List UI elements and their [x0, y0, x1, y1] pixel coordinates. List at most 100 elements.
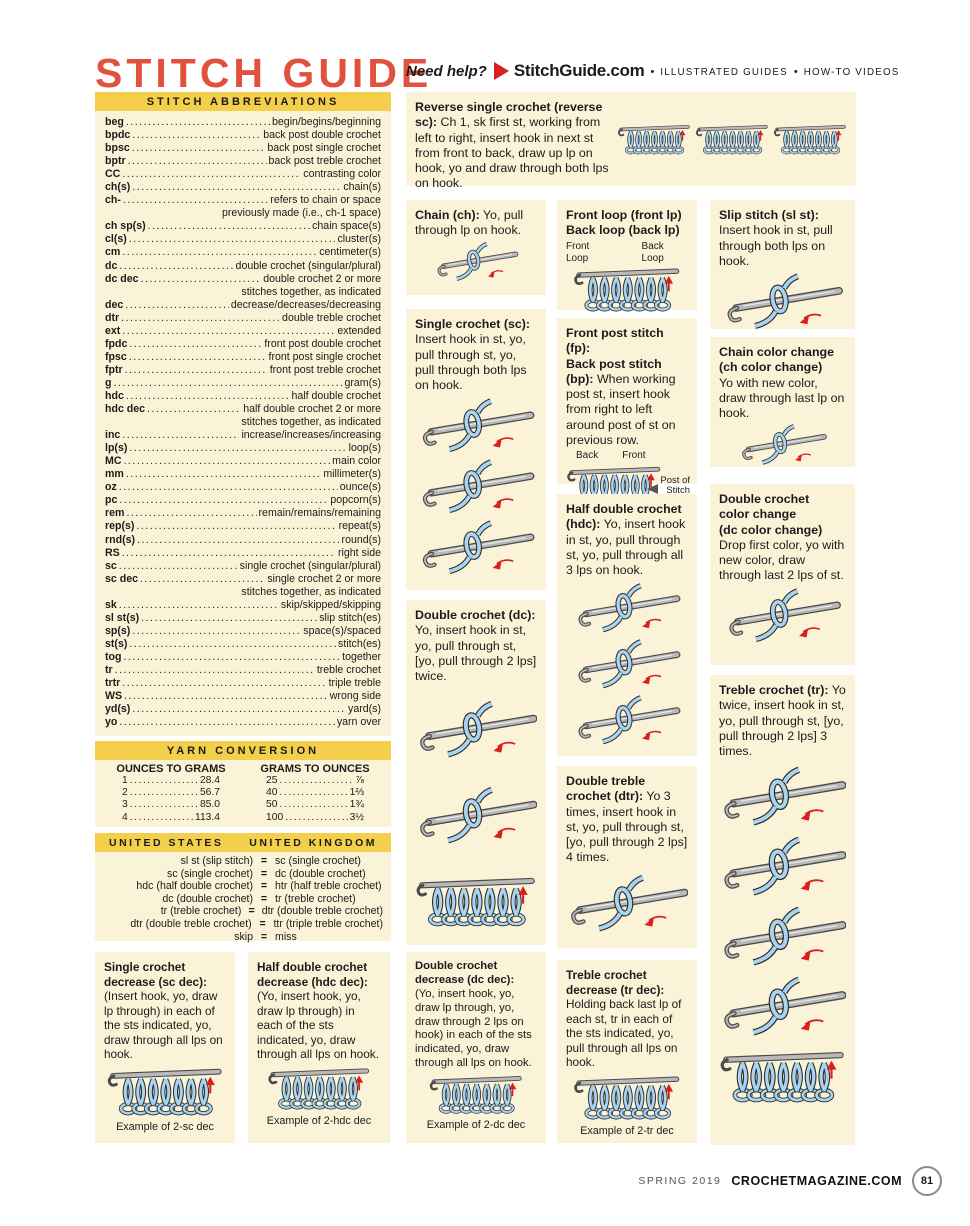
- dotted-leader: [122, 325, 335, 338]
- crochet-illustration: [415, 689, 537, 771]
- abbreviation-row: bpdc back post double crochet: [105, 129, 381, 142]
- abbreviation-term: MC: [105, 455, 122, 468]
- abbreviation-meaning: main color: [332, 455, 381, 468]
- example-caption: Example of 2-tr dec: [580, 1124, 674, 1137]
- abbreviation-term: bptr: [105, 155, 126, 168]
- abbreviation-row: mm millimeter(s): [105, 468, 381, 481]
- abbreviation-row: dec decrease/decreases/decreasing: [105, 299, 381, 312]
- box-title: Double crochet decrease (dc dec):: [415, 960, 515, 986]
- need-help-label: Need help?: [406, 62, 487, 80]
- conversion-to: 1¾: [349, 799, 364, 811]
- abbreviation-meaning: round(s): [341, 533, 381, 546]
- abbreviation-meaning: triple treble: [328, 677, 381, 690]
- crochet-illustration: [719, 423, 846, 467]
- grams-to-ounces-column: GRAMS TO OUNCES 25 ⅞ 40 1⅔ 50 1¾ 100 3½: [256, 763, 374, 824]
- crochet-illustration: [617, 100, 691, 178]
- abbreviation-meaning-cont: stitches together, as indicated: [241, 416, 381, 429]
- abbreviation-term: beg: [105, 116, 124, 128]
- abbreviation-row: bptr back post treble crochet: [105, 155, 381, 168]
- crochet-illustration: [566, 694, 688, 747]
- dotted-leader: [115, 664, 315, 677]
- conversion-to: ⅞: [355, 775, 364, 786]
- us-uk-row: sl st (slip stitch) = sc (single crochet): [103, 855, 383, 868]
- example-caption: Example of 2-hdc dec: [266, 1114, 372, 1127]
- conversion-from: 3: [122, 799, 128, 811]
- conversion-to: 113.4: [194, 811, 220, 823]
- box-title: Treble crochet (tr):: [719, 683, 829, 697]
- chain-color-change-box: Chain color change (ch color change) Yo …: [710, 337, 855, 467]
- crochet-illustration: [695, 100, 769, 178]
- back-label: Back: [576, 450, 599, 461]
- dotted-leader: [141, 612, 317, 625]
- us-term: tr (treble crochet): [160, 905, 242, 918]
- uk-term: ttr (triple treble crochet): [273, 917, 383, 930]
- box-body: (Yo, insert hook, yo, draw lp through) i…: [257, 989, 379, 1061]
- abbreviation-meaning: begin/begins/beginning: [272, 116, 381, 128]
- abbreviation-meaning: decrease/decreases/decreasing: [230, 298, 381, 311]
- dotted-leader: [129, 442, 346, 455]
- dotted-leader: [125, 299, 229, 312]
- abbreviation-row: MC main color: [105, 455, 381, 468]
- abbreviation-term: sc: [105, 559, 117, 572]
- conversion-to: 85.0: [199, 799, 220, 811]
- box-body: Yo, insert hook in st, yo, pull through …: [566, 517, 686, 577]
- dotted-leader: [132, 142, 266, 155]
- box-title: color change: [719, 507, 797, 522]
- abbreviation-row: dc double crochet (singular/plural): [105, 260, 381, 273]
- abbreviation-term: ch(s): [105, 181, 131, 194]
- crochet-illustration: [104, 1065, 226, 1117]
- abbreviation-row: sp(s) space(s)/spaced: [105, 625, 381, 638]
- dotted-leader: [122, 677, 326, 690]
- half-double-crochet-box: Half double crochet (hdc): Yo, insert ho…: [557, 494, 697, 756]
- dotted-leader: [130, 775, 198, 787]
- dotted-leader: [122, 547, 336, 560]
- reverse-single-crochet-box: Reverse single crochet (reverse sc): Ch …: [406, 92, 856, 190]
- dotted-leader: [279, 787, 347, 799]
- abbreviation-term: ch-: [105, 194, 121, 207]
- dotted-leader: [132, 181, 341, 194]
- play-icon: [493, 62, 509, 80]
- conversion-from: 100: [266, 811, 284, 823]
- box-title: Back post stitch (bp):: [566, 356, 662, 386]
- conversion-row: 128.4: [112, 775, 230, 787]
- abbreviation-row: dtr double treble crochet: [105, 312, 381, 325]
- post-stitch-box: Front post stitch (fp): Back post stitch…: [557, 318, 697, 506]
- dotted-leader: [123, 194, 268, 207]
- crochet-illustration: [719, 904, 846, 970]
- abbreviations-header: STITCH ABBREVIATIONS: [95, 92, 391, 111]
- abbreviation-meaning: slip stitch(es): [319, 611, 381, 624]
- bullet-separator: •: [793, 66, 798, 78]
- abbreviation-meaning: double treble crochet: [282, 311, 381, 324]
- back-loop-label: Back Loop: [641, 240, 664, 264]
- dotted-leader: [132, 625, 301, 638]
- ounces-to-grams-column: OUNCES TO GRAMS 128.4256.7385.04113.4: [112, 763, 230, 824]
- help-bar: Need help? StitchGuide.com • ILLUSTRATED …: [406, 58, 898, 84]
- abbreviation-meaning: increase/increases/increasing: [241, 429, 381, 442]
- abbreviation-term: dc dec: [105, 272, 139, 285]
- abbreviation-term: rep(s): [105, 520, 135, 533]
- abbreviation-meaning: gram(s): [344, 376, 382, 389]
- crochet-illustration: [566, 265, 688, 313]
- us-uk-row: dc (double crochet) = tr (treble crochet): [103, 893, 383, 906]
- abbreviation-meaning: centimeter(s): [319, 246, 381, 259]
- box-title: Front loop (front lp): [566, 208, 682, 222]
- crochet-illustration: [719, 272, 846, 332]
- dotted-leader: [113, 377, 342, 390]
- stitch-abbreviations-box: STITCH ABBREVIATIONS beg begin/begins/beg…: [95, 92, 391, 736]
- dotted-leader: [123, 455, 330, 468]
- uk-term: htr (half treble crochet): [275, 880, 382, 893]
- dotted-leader: [119, 716, 334, 729]
- box-title: Single crochet (sc):: [415, 317, 530, 331]
- dotted-leader: [123, 651, 340, 664]
- box-title: Half double crochet (hdc):: [566, 502, 682, 532]
- abbreviation-row: cm centimeter(s): [105, 246, 381, 259]
- equals-sign: =: [259, 917, 266, 930]
- abbreviation-meaning: chain(s): [343, 181, 381, 194]
- conversion-row: 25 ⅞: [256, 775, 374, 787]
- us-uk-row: skip = miss: [103, 931, 383, 944]
- crochet-illustration: [566, 582, 688, 635]
- us-uk-row: sc (single crochet) = dc (double crochet): [103, 868, 383, 881]
- equals-sign: =: [248, 905, 255, 918]
- box-title: (ch color change): [719, 360, 823, 375]
- stitchguide-link[interactable]: StitchGuide.com: [513, 61, 645, 80]
